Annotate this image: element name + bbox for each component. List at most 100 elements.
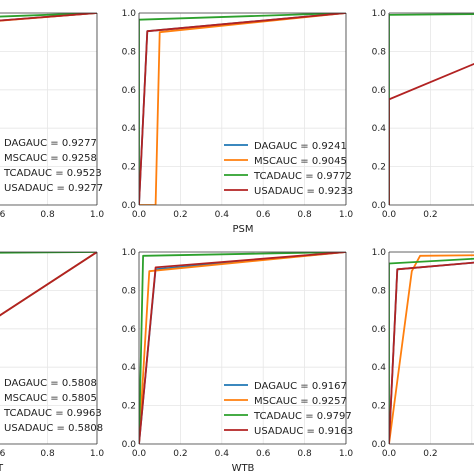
- series-lines: [139, 13, 346, 205]
- legend-entry: DAGAUC = 0.9277: [4, 138, 97, 149]
- series-line-tcadauc: [139, 252, 346, 444]
- axes-frame: [388, 12, 474, 206]
- plot-area: [139, 252, 346, 444]
- legend-entry: TCADAUC = 0.9772: [253, 171, 352, 182]
- x-tick-label: 0.4: [215, 210, 230, 220]
- y-tick-label: 0.4: [372, 124, 387, 134]
- y-tick-label: 0.4: [372, 363, 387, 373]
- plot-area: [389, 13, 474, 205]
- x-axis-label: PSM: [232, 224, 253, 235]
- x-tick-label: 1.0: [339, 449, 354, 459]
- axes-frame: [388, 251, 474, 445]
- y-tick-label: 0.6: [372, 86, 387, 96]
- grid-lines: [139, 252, 346, 444]
- y-tick-label: 0.6: [372, 325, 387, 335]
- x-tick-label: 0.6: [256, 210, 271, 220]
- series-lines: [389, 254, 474, 444]
- y-tick-label: 0.2: [372, 163, 386, 173]
- x-tick-label: 0.0: [132, 210, 147, 220]
- grid-lines: [139, 13, 346, 205]
- series-line-mscauc: [389, 254, 474, 444]
- legend-entry: USADAUC = 0.5808: [4, 423, 103, 434]
- roc-panel-4: [0, 251, 98, 445]
- x-tick-label: 0.6: [256, 449, 271, 459]
- y-tick-label: 0.2: [122, 402, 136, 412]
- plot-area: [389, 252, 474, 444]
- y-tick-label: 0.6: [122, 86, 137, 96]
- axes-frame: [138, 251, 347, 445]
- axes-frame: [0, 12, 98, 206]
- x-tick-label: 0.8: [297, 210, 312, 220]
- y-tick-label: 1.0: [372, 248, 387, 258]
- grid-lines: [0, 252, 97, 444]
- x-tick-label: 0.0: [132, 449, 147, 459]
- legend-entry: MSCAUC = 0.9257: [254, 396, 347, 407]
- y-tick-label: 0.0: [372, 201, 387, 211]
- series-lines: [139, 252, 346, 444]
- legend-entry: TCADAUC = 0.9963: [3, 408, 102, 419]
- x-tick-label: 1.0: [339, 210, 354, 220]
- series-line-usadauc: [139, 13, 346, 205]
- legend-entry: DAGAUC = 0.9241: [254, 141, 347, 152]
- legend: DAGAUC = 0.9277 MSCAUC = 0.9258 TCADAUC = …: [3, 138, 103, 194]
- series-line-tcadauc: [139, 13, 346, 205]
- x-tick-label: 0.2: [173, 449, 187, 459]
- x-tick-label: 0.8: [297, 449, 312, 459]
- legend-entry: MSCAUC = 0.9258: [4, 153, 97, 164]
- y-tick-label: 0.8: [122, 286, 137, 296]
- series-line-mscauc: [139, 13, 346, 205]
- y-tick-label: 0.4: [122, 124, 137, 134]
- x-tick-label: 0.0: [382, 210, 397, 220]
- grid-lines: [0, 13, 97, 205]
- legend-entry: MSCAUC = 0.5805: [4, 393, 97, 404]
- roc-panel-2: [138, 12, 347, 206]
- legend: DAGAUC = 0.9241 MSCAUC = 0.9045 TCADAUC = …: [224, 141, 353, 197]
- y-tick-label: 1.0: [372, 9, 387, 19]
- y-tick-label: 0.4: [122, 363, 137, 373]
- y-tick-label: 0.6: [122, 325, 137, 335]
- x-tick-label: 0.2: [423, 210, 437, 220]
- y-tick-label: 0.0: [372, 440, 387, 450]
- x-tick-label: 0.4: [215, 449, 230, 459]
- x-tick-label: 0.6: [0, 449, 6, 459]
- y-tick-label: 0.2: [372, 402, 386, 412]
- legend-entry: DAGAUC = 0.9167: [254, 381, 347, 392]
- legend: DAGAUC = 0.9167 MSCAUC = 0.9257 TCADAUC = …: [224, 381, 353, 437]
- roc-panel-6: [388, 251, 474, 445]
- y-tick-label: 0.8: [372, 47, 387, 57]
- grid-lines: [389, 252, 474, 444]
- x-tick-label: 0.2: [423, 449, 437, 459]
- series-line-tcadauc: [0, 13, 97, 18]
- y-tick-label: 1.0: [122, 9, 137, 19]
- series-line-usadauc: [0, 252, 97, 317]
- series-lines: [0, 13, 97, 22]
- legend-entry: USADAUC = 0.9163: [254, 426, 353, 437]
- x-tick-label: 0.8: [40, 449, 55, 459]
- x-tick-label: 0.8: [40, 210, 55, 220]
- x-tick-label: 1.0: [90, 210, 105, 220]
- legend-entry: DAGAUC = 0.5808: [4, 378, 97, 389]
- legend-entry: USADAUC = 0.9277: [4, 183, 103, 194]
- roc-panel-3: [388, 12, 474, 206]
- roc-panel-5: [138, 251, 347, 445]
- plot-area: [139, 13, 346, 205]
- series-line-usadauc: [389, 261, 474, 444]
- y-tick-label: 0.2: [122, 163, 136, 173]
- series-line-usadauc: [139, 252, 346, 444]
- plot-area: [0, 13, 97, 205]
- x-axis-label: T: [0, 463, 4, 474]
- x-axis-label: WTB: [232, 463, 255, 474]
- legend: DAGAUC = 0.5808 MSCAUC = 0.5805 TCADAUC = …: [3, 378, 103, 434]
- x-tick-label: 0.0: [382, 449, 397, 459]
- y-tick-label: 0.8: [122, 47, 137, 57]
- grid-lines: [389, 13, 474, 205]
- series-line-mscauc: [139, 252, 346, 444]
- series-lines: [0, 252, 97, 317]
- axes-frame: [138, 12, 347, 206]
- y-tick-label: 0.8: [372, 286, 387, 296]
- x-tick-label: 0.2: [173, 210, 187, 220]
- legend-entry: MSCAUC = 0.9045: [254, 156, 347, 167]
- x-tick-label: 1.0: [90, 449, 105, 459]
- roc-panel-1: [0, 12, 98, 206]
